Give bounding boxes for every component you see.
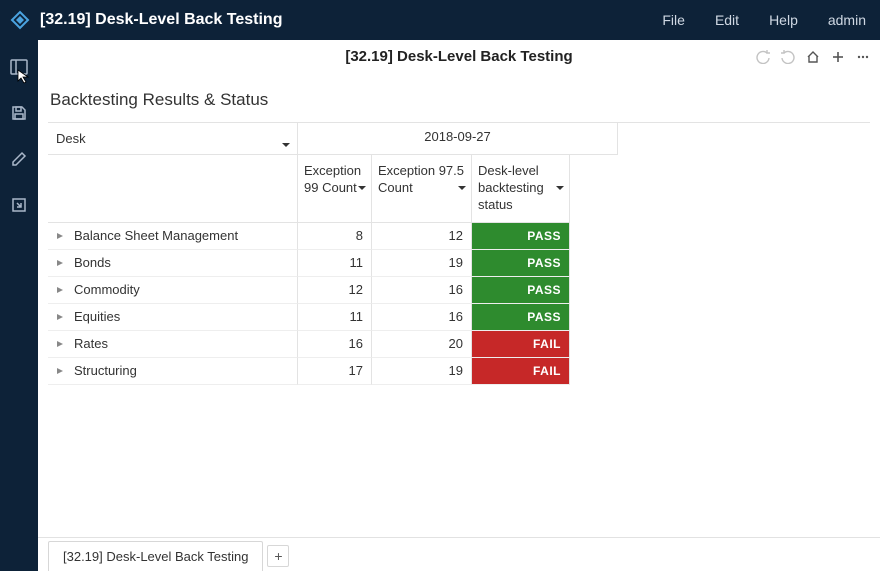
row-label-cell[interactable]: Balance Sheet Management <box>48 223 298 250</box>
col-label: Desk-level backtesting status <box>478 163 544 212</box>
export-icon[interactable] <box>10 196 28 214</box>
cell-exception-99: 17 <box>298 358 372 385</box>
row-label: Commodity <box>74 282 140 297</box>
cell-status: PASS <box>472 250 570 277</box>
top-menu: File Edit Help admin <box>662 12 866 28</box>
cell-status: PASS <box>472 304 570 331</box>
app-logo-icon <box>10 10 30 30</box>
table-row: Commodity 1216PASS <box>48 277 870 304</box>
cell-exception-975: 19 <box>372 358 472 385</box>
cell-exception-99: 12 <box>298 277 372 304</box>
tab-add-button[interactable]: + <box>267 545 289 567</box>
col-label: Exception 97.5 Count <box>378 163 464 195</box>
top-bar: [32.19] Desk-Level Back Testing File Edi… <box>0 0 880 40</box>
col-label: Exception 99 Count <box>304 163 361 195</box>
menu-help[interactable]: Help <box>769 12 798 28</box>
cell-status: FAIL <box>472 331 570 358</box>
row-label: Rates <box>74 336 108 351</box>
row-label-cell[interactable]: Rates <box>48 331 298 358</box>
panel-icon[interactable] <box>10 58 28 76</box>
cell-status: FAIL <box>472 358 570 385</box>
tab-active[interactable]: [32.19] Desk-Level Back Testing <box>48 541 263 571</box>
menu-user[interactable]: admin <box>828 12 866 28</box>
expand-icon[interactable] <box>56 286 68 294</box>
row-label-cell[interactable]: Structuring <box>48 358 298 385</box>
cell-exception-975: 20 <box>372 331 472 358</box>
col-spacer <box>48 155 298 223</box>
chevron-down-icon[interactable] <box>281 140 291 150</box>
cursor-icon <box>17 69 32 84</box>
expand-icon[interactable] <box>56 313 68 321</box>
table-row: Balance Sheet Management 812PASS <box>48 223 870 250</box>
dim-header[interactable]: Desk <box>48 123 298 155</box>
page-header: [32.19] Desk-Level Back Testing <box>38 40 880 74</box>
row-label: Balance Sheet Management <box>74 228 238 243</box>
cell-exception-99: 16 <box>298 331 372 358</box>
table-row: Structuring 1719FAIL <box>48 358 870 385</box>
chevron-down-icon[interactable] <box>555 183 565 193</box>
tab-bar: [32.19] Desk-Level Back Testing + <box>38 537 880 571</box>
row-label-cell[interactable]: Bonds <box>48 250 298 277</box>
chevron-down-icon[interactable] <box>457 183 467 193</box>
save-icon[interactable] <box>10 104 28 122</box>
expand-icon[interactable] <box>56 367 68 375</box>
cell-exception-99: 11 <box>298 250 372 277</box>
cell-exception-99: 8 <box>298 223 372 250</box>
expand-icon[interactable] <box>56 340 68 348</box>
more-icon[interactable] <box>855 49 870 64</box>
col-status[interactable]: Desk-level backtesting status <box>472 155 570 223</box>
left-sidebar <box>0 40 38 571</box>
col-exception-99[interactable]: Exception 99 Count <box>298 155 372 223</box>
plus-icon[interactable] <box>830 49 845 64</box>
redo-icon <box>780 49 795 64</box>
home-icon[interactable] <box>805 49 820 64</box>
cell-exception-975: 16 <box>372 277 472 304</box>
section-title: Backtesting Results & Status <box>50 90 870 110</box>
date-label: 2018-09-27 <box>424 129 491 144</box>
menu-edit[interactable]: Edit <box>715 12 739 28</box>
cell-status: PASS <box>472 277 570 304</box>
table-row: Rates 1620FAIL <box>48 331 870 358</box>
dim-label: Desk <box>56 131 86 146</box>
undo-icon <box>755 49 770 64</box>
cell-exception-975: 19 <box>372 250 472 277</box>
menu-file[interactable]: File <box>662 12 685 28</box>
row-label-cell[interactable]: Commodity <box>48 277 298 304</box>
data-grid: Desk 2018-09-27 Exception 99 Count <box>48 122 870 537</box>
page-title: [32.19] Desk-Level Back Testing <box>48 48 870 65</box>
col-exception-975[interactable]: Exception 97.5 Count <box>372 155 472 223</box>
edit-icon[interactable] <box>10 150 28 168</box>
expand-icon[interactable] <box>56 259 68 267</box>
row-label: Structuring <box>74 363 137 378</box>
row-label-cell[interactable]: Equities <box>48 304 298 331</box>
cell-exception-99: 11 <box>298 304 372 331</box>
cell-status: PASS <box>472 223 570 250</box>
expand-icon[interactable] <box>56 232 68 240</box>
cell-exception-975: 12 <box>372 223 472 250</box>
table-row: Equities 1116PASS <box>48 304 870 331</box>
cell-exception-975: 16 <box>372 304 472 331</box>
chevron-down-icon[interactable] <box>357 183 367 193</box>
row-label: Bonds <box>74 255 111 270</box>
table-row: Bonds 1119PASS <box>48 250 870 277</box>
date-header[interactable]: 2018-09-27 <box>298 123 618 155</box>
app-title: [32.19] Desk-Level Back Testing <box>40 11 282 29</box>
row-label: Equities <box>74 309 120 324</box>
